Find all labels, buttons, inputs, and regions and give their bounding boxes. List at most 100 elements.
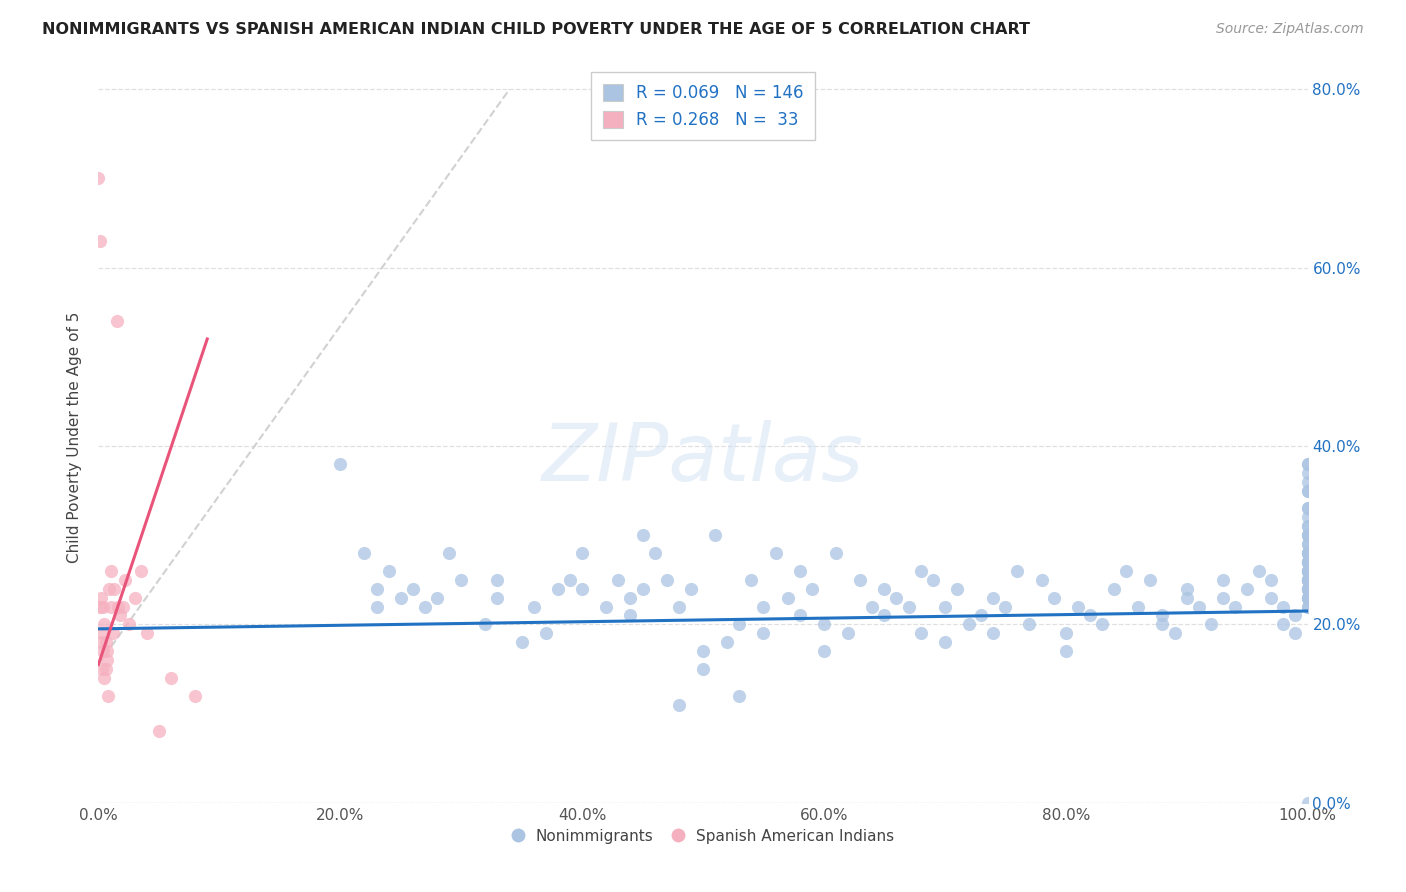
Point — [107, 599, 129, 614]
Point — [111, 599, 134, 614]
Point — [1296, 573, 1319, 587]
Point — [1296, 573, 1319, 587]
Point — [1296, 591, 1319, 605]
Point — [547, 582, 569, 596]
Point — [98, 582, 121, 596]
Point — [1175, 582, 1198, 596]
Point — [1296, 555, 1319, 569]
Point — [1007, 564, 1029, 578]
Point — [1272, 599, 1295, 614]
Point — [1128, 599, 1150, 614]
Point — [970, 608, 993, 623]
Point — [94, 635, 117, 649]
Point — [135, 626, 157, 640]
Point — [631, 582, 654, 596]
Point — [607, 573, 630, 587]
Point — [728, 689, 751, 703]
Point — [103, 582, 125, 596]
Point — [692, 662, 714, 676]
Point — [1188, 599, 1211, 614]
Point — [1296, 457, 1319, 471]
Point — [100, 564, 122, 578]
Point — [377, 564, 399, 578]
Point — [994, 599, 1017, 614]
Point — [910, 564, 932, 578]
Point — [97, 689, 120, 703]
Point — [1296, 591, 1319, 605]
Point — [1296, 537, 1319, 551]
Point — [692, 644, 714, 658]
Point — [1054, 626, 1077, 640]
Point — [100, 599, 122, 614]
Point — [91, 644, 114, 658]
Point — [129, 564, 152, 578]
Point — [1296, 510, 1319, 524]
Point — [765, 546, 787, 560]
Point — [934, 599, 956, 614]
Point — [644, 546, 666, 560]
Point — [1296, 573, 1319, 587]
Point — [1296, 582, 1319, 596]
Point — [91, 599, 114, 614]
Point — [353, 546, 375, 560]
Point — [946, 582, 969, 596]
Point — [1175, 591, 1198, 605]
Point — [160, 671, 183, 685]
Point — [957, 617, 980, 632]
Point — [1296, 501, 1319, 516]
Point — [89, 599, 111, 614]
Y-axis label: Child Poverty Under the Age of 5: Child Poverty Under the Age of 5 — [67, 311, 83, 563]
Point — [679, 582, 702, 596]
Point — [1199, 617, 1222, 632]
Point — [402, 582, 425, 596]
Point — [1296, 564, 1319, 578]
Point — [981, 626, 1004, 640]
Point — [87, 171, 110, 186]
Point — [740, 573, 762, 587]
Point — [1078, 608, 1101, 623]
Point — [1139, 573, 1161, 587]
Point — [1249, 564, 1271, 578]
Point — [534, 626, 557, 640]
Point — [1102, 582, 1125, 596]
Point — [813, 617, 835, 632]
Point — [1296, 582, 1319, 596]
Point — [981, 591, 1004, 605]
Point — [426, 591, 449, 605]
Point — [655, 573, 678, 587]
Point — [619, 591, 641, 605]
Point — [437, 546, 460, 560]
Point — [873, 608, 896, 623]
Point — [1296, 564, 1319, 578]
Point — [668, 599, 690, 614]
Point — [1296, 537, 1319, 551]
Point — [1296, 528, 1319, 542]
Point — [90, 635, 112, 649]
Point — [1296, 591, 1319, 605]
Point — [1296, 573, 1319, 587]
Point — [789, 608, 811, 623]
Point — [1296, 796, 1319, 810]
Point — [96, 653, 118, 667]
Point — [1296, 582, 1319, 596]
Point — [873, 582, 896, 596]
Point — [1296, 564, 1319, 578]
Point — [1296, 483, 1319, 498]
Point — [523, 599, 546, 614]
Point — [1296, 519, 1319, 533]
Point — [474, 617, 496, 632]
Point — [897, 599, 920, 614]
Point — [1067, 599, 1090, 614]
Point — [1296, 475, 1319, 489]
Point — [1296, 591, 1319, 605]
Point — [329, 457, 352, 471]
Point — [1284, 626, 1306, 640]
Point — [1152, 617, 1174, 632]
Point — [716, 635, 738, 649]
Point — [366, 582, 388, 596]
Point — [849, 573, 872, 587]
Point — [91, 626, 114, 640]
Point — [752, 599, 775, 614]
Point — [1296, 546, 1319, 560]
Point — [1296, 519, 1319, 533]
